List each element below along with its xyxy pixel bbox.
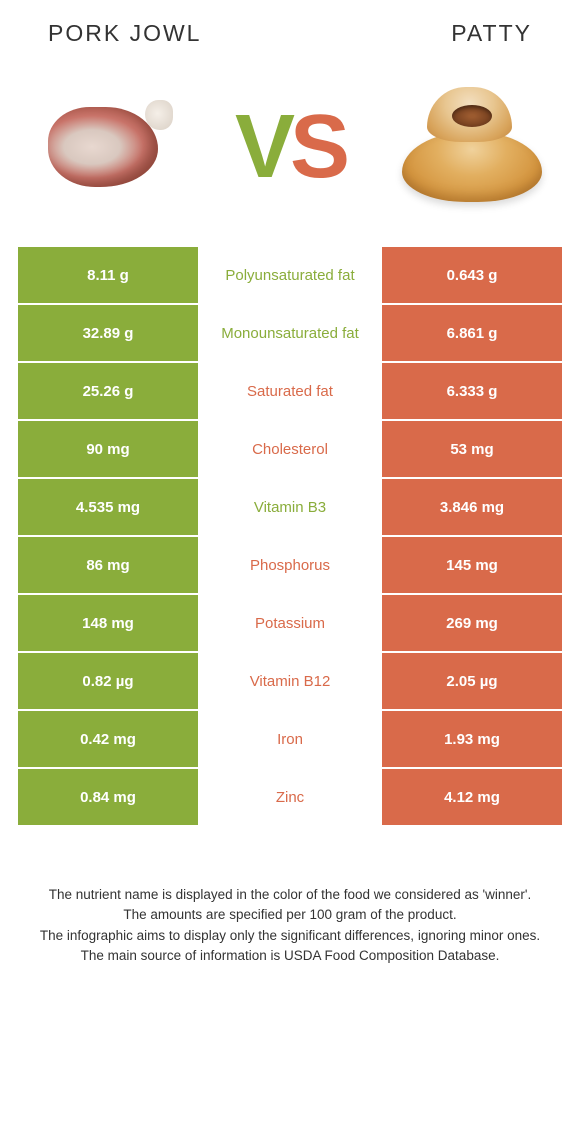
left-food-image — [28, 77, 188, 217]
left-value: 148 mg — [18, 595, 198, 651]
right-value: 53 mg — [382, 421, 562, 477]
right-value: 4.12 mg — [382, 769, 562, 825]
table-row: 32.89 gMonounsaturated fat6.861 g — [18, 305, 562, 361]
right-value: 1.93 mg — [382, 711, 562, 767]
left-value: 86 mg — [18, 537, 198, 593]
pork-jowl-icon — [38, 92, 178, 202]
footer-line: The main source of information is USDA F… — [28, 946, 552, 966]
nutrient-label: Phosphorus — [198, 537, 382, 593]
table-row: 148 mgPotassium269 mg — [18, 595, 562, 651]
vs-v: V — [235, 97, 290, 197]
right-value: 3.846 mg — [382, 479, 562, 535]
table-row: 8.11 gPolyunsaturated fat0.643 g — [18, 247, 562, 303]
header: Pork jowl Patty — [18, 20, 562, 57]
table-row: 90 mgCholesterol53 mg — [18, 421, 562, 477]
table-row: 25.26 gSaturated fat6.333 g — [18, 363, 562, 419]
nutrient-label: Potassium — [198, 595, 382, 651]
right-food-image — [392, 77, 552, 217]
table-row: 0.42 mgIron1.93 mg — [18, 711, 562, 767]
nutrient-label: Monounsaturated fat — [198, 305, 382, 361]
right-value: 269 mg — [382, 595, 562, 651]
table-row: 0.84 mgZinc4.12 mg — [18, 769, 562, 825]
footer-line: The nutrient name is displayed in the co… — [28, 885, 552, 905]
left-food-title: Pork jowl — [48, 20, 201, 47]
vs-label: VS — [235, 96, 345, 199]
right-value: 6.333 g — [382, 363, 562, 419]
nutrient-label: Zinc — [198, 769, 382, 825]
patty-icon — [397, 87, 547, 207]
comparison-table: 8.11 gPolyunsaturated fat0.643 g32.89 gM… — [18, 247, 562, 825]
nutrient-label: Vitamin B3 — [198, 479, 382, 535]
left-value: 90 mg — [18, 421, 198, 477]
left-value: 0.42 mg — [18, 711, 198, 767]
nutrient-label: Iron — [198, 711, 382, 767]
left-value: 32.89 g — [18, 305, 198, 361]
footer-line: The infographic aims to display only the… — [28, 926, 552, 946]
images-row: VS — [18, 77, 562, 217]
right-food-title: Patty — [451, 20, 532, 47]
vs-s: S — [290, 97, 345, 197]
nutrient-label: Saturated fat — [198, 363, 382, 419]
nutrient-label: Cholesterol — [198, 421, 382, 477]
right-value: 2.05 µg — [382, 653, 562, 709]
right-value: 0.643 g — [382, 247, 562, 303]
footer-notes: The nutrient name is displayed in the co… — [18, 885, 562, 966]
left-value: 8.11 g — [18, 247, 198, 303]
table-row: 86 mgPhosphorus145 mg — [18, 537, 562, 593]
nutrient-label: Vitamin B12 — [198, 653, 382, 709]
nutrient-label: Polyunsaturated fat — [198, 247, 382, 303]
right-value: 145 mg — [382, 537, 562, 593]
table-row: 0.82 µgVitamin B122.05 µg — [18, 653, 562, 709]
right-value: 6.861 g — [382, 305, 562, 361]
table-row: 4.535 mgVitamin B33.846 mg — [18, 479, 562, 535]
left-value: 4.535 mg — [18, 479, 198, 535]
footer-line: The amounts are specified per 100 gram o… — [28, 905, 552, 925]
left-value: 0.84 mg — [18, 769, 198, 825]
left-value: 25.26 g — [18, 363, 198, 419]
left-value: 0.82 µg — [18, 653, 198, 709]
